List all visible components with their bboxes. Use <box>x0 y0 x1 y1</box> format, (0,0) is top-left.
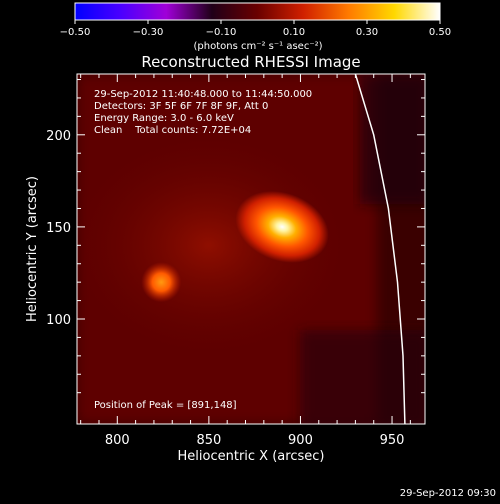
plot-area <box>77 74 425 424</box>
x-tick-label: 800 <box>105 433 130 448</box>
axis-ticks <box>77 74 425 424</box>
colorbar-tick-label: 0.10 <box>283 27 305 38</box>
chart-title: Reconstructed RHESSI Image <box>141 53 360 71</box>
y-axis-label: Heliocentric Y (arcsec) <box>25 176 40 322</box>
x-tick-label: 850 <box>196 433 221 448</box>
upper-right-shade <box>360 74 425 204</box>
energy-annotation: Energy Range: 3.0 - 6.0 keV <box>94 113 234 124</box>
x-tick-label: 950 <box>380 433 405 448</box>
emission-source <box>141 262 182 303</box>
sources-layer <box>77 125 359 366</box>
y-tick-label: 150 <box>46 221 71 236</box>
y-tick-label: 200 <box>46 129 71 144</box>
colorbar-ticks <box>74 20 441 24</box>
emission-halo <box>77 125 359 366</box>
x-axis-label: Heliocentric X (arcsec) <box>178 449 325 464</box>
solar-limb <box>354 74 406 424</box>
colorbar-tick-label: 0.50 <box>429 27 451 38</box>
clean-annotation: Clean Total counts: 7.72E+04 <box>94 125 251 136</box>
colorbar-unit-label: (photons cm⁻² s⁻¹ asec⁻²) <box>193 41 322 52</box>
detectors-annotation: Detectors: 3F 5F 6F 7F 8F 9F, Att 0 <box>94 101 268 112</box>
plot-frame <box>76 73 426 425</box>
colorbar-tick-label: −0.50 <box>60 27 91 38</box>
y-tick-label: 100 <box>46 313 71 328</box>
annotations: 29-Sep-2012 11:40:48.000 to 11:44:50.000… <box>94 89 312 411</box>
lower-right-shade <box>300 330 425 424</box>
x-tick-label: 900 <box>288 433 313 448</box>
colorbar-tick-label: −0.30 <box>133 27 164 38</box>
axis-tick-labels: 800 850 900 950 100 150 200 <box>46 129 404 448</box>
emission-source <box>235 190 329 263</box>
peak-position-annotation: Position of Peak = [891,148] <box>94 400 237 411</box>
footer-timestamp: 29-Sep-2012 09:30 <box>400 488 496 499</box>
colorbar-tick-label: −0.10 <box>206 27 237 38</box>
colorbar <box>74 2 441 21</box>
time-annotation: 29-Sep-2012 11:40:48.000 to 11:44:50.000 <box>94 89 312 100</box>
colorbar-tick-label: 0.30 <box>356 27 378 38</box>
colorbar-tick-labels: −0.50 −0.30 −0.10 0.10 0.30 0.50 <box>60 27 451 38</box>
